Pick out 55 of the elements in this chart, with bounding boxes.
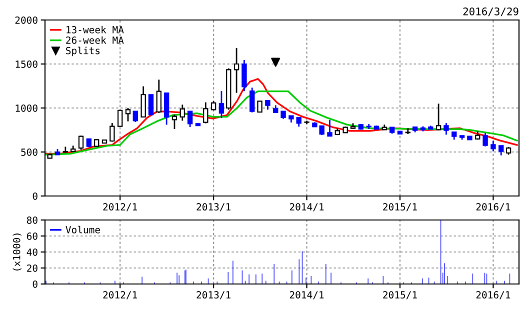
- x-tick-label: 2012/1: [103, 291, 137, 300]
- x-tick-label: 2014/1: [290, 203, 324, 212]
- y-tick-label: 1500: [16, 60, 38, 68]
- x-tick-label: 2012/1: [103, 203, 137, 212]
- candlestick: [156, 78, 162, 114]
- x-tick-label: 2015/1: [383, 291, 417, 300]
- candlestick: [210, 100, 216, 112]
- candlestick: [327, 119, 332, 137]
- candlestick: [148, 94, 154, 116]
- candlestick: [203, 102, 208, 124]
- candlestick: [132, 110, 138, 123]
- y-tick-label: 20: [27, 264, 38, 272]
- candlestick: [444, 122, 449, 136]
- y-tick-label: 500: [21, 148, 38, 156]
- line-series: [45, 90, 518, 156]
- x-tick-label: 2013/1: [196, 203, 230, 212]
- x-tick-label: 2016/1: [476, 291, 510, 300]
- y-tick-label: 0: [32, 192, 38, 200]
- candlestick: [242, 59, 247, 92]
- candlestick: [257, 100, 262, 113]
- y-tick-label: 0: [32, 280, 38, 288]
- candlestick: [180, 104, 185, 122]
- candlestick: [296, 116, 302, 128]
- candlestick: [250, 86, 255, 114]
- y-tick-label: 40: [26, 248, 38, 256]
- candlestick: [140, 86, 146, 118]
- candlestick: [482, 132, 488, 148]
- candlestick: [164, 92, 170, 126]
- y-tick-label: 60: [26, 232, 38, 240]
- candlestick: [172, 114, 178, 130]
- candlestick: [498, 144, 504, 156]
- candlestick: [78, 134, 84, 150]
- legend-label: 26-week MA: [66, 36, 124, 44]
- candlestick: [125, 107, 131, 122]
- candlestick: [490, 140, 496, 152]
- y-tick-label: 2000: [15, 16, 38, 24]
- candlestick: [218, 90, 224, 119]
- candlestick: [110, 122, 115, 142]
- text: 2016/3/29: [463, 7, 518, 16]
- candlestick: [234, 47, 240, 94]
- x-tick-label: 2015/1: [383, 203, 417, 212]
- legend-label: 13-week MA: [66, 26, 124, 34]
- legend-label: Splits: [66, 46, 100, 56]
- legend-label: Volume: [66, 226, 100, 234]
- candlestick: [436, 102, 442, 132]
- y-tick-label: 1000: [16, 104, 38, 112]
- candlestick: [265, 100, 270, 110]
- y-axis-title: (x1000): [12, 234, 22, 270]
- candlestick: [187, 110, 193, 128]
- x-tick-label: 2016/1: [476, 203, 510, 212]
- candlestick: [117, 108, 123, 128]
- x-tick-label: 2013/1: [196, 291, 230, 300]
- x-tick-label: 2014/1: [290, 291, 324, 300]
- y-tick-label: 80: [26, 216, 38, 224]
- line-series: [45, 78, 518, 155]
